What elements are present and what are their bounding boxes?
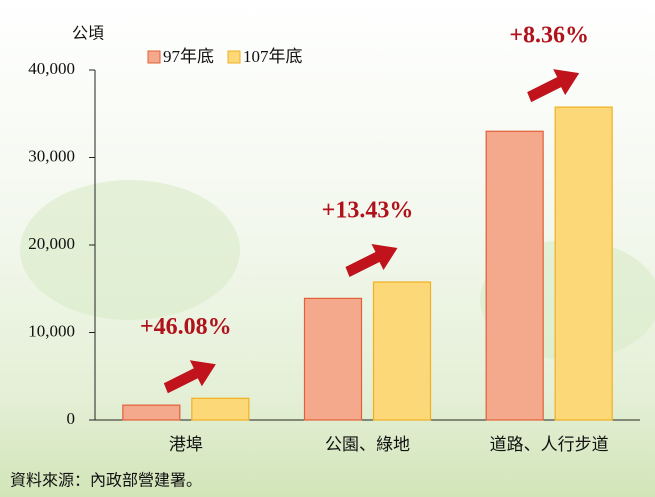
legend-label: 97年底	[163, 47, 214, 66]
legend-swatch	[148, 51, 160, 63]
legend-label: 107年底	[243, 47, 303, 66]
chart: 公頃 資料來源：內政部營建署。 0 10,000 20,000 30,000 40,00…	[0, 0, 655, 497]
x-tick-label: 公園、綠地	[325, 435, 410, 454]
bar	[374, 282, 431, 420]
bar	[123, 405, 180, 420]
y-tick-label: 0	[67, 409, 76, 428]
x-tick-label: 港埠	[169, 435, 203, 454]
y-tick-label: 20,000	[28, 234, 75, 253]
y-tick-label: 30,000	[28, 146, 75, 165]
annotation: +46.08%	[140, 314, 232, 340]
annotation: +8.36%	[509, 23, 589, 49]
bar	[486, 131, 543, 420]
bar	[555, 107, 612, 420]
page: 公頃 資料來源：內政部營建署。 0 10,000 20,000 30,000 40,00…	[0, 0, 655, 497]
source: 資料來源：內政部營建署。	[10, 472, 202, 490]
x-tick-label: 道路、人行步道	[490, 435, 609, 454]
y-unit: 公頃	[72, 25, 104, 43]
y-tick-label: 10,000	[28, 321, 75, 340]
legend-swatch	[228, 51, 240, 63]
annotation: +13.43%	[322, 198, 414, 224]
bar	[192, 398, 249, 420]
y-tick-label: 40,000	[28, 59, 75, 78]
bar	[305, 298, 362, 420]
